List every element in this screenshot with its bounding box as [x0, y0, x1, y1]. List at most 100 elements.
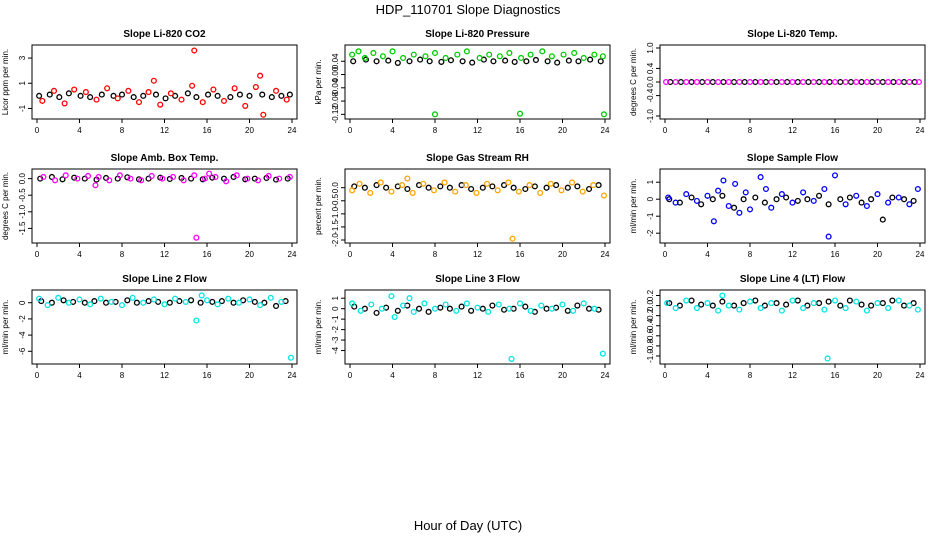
data-point [683, 297, 690, 304]
data-point [736, 209, 743, 216]
data-point [474, 304, 481, 311]
data-point [526, 182, 533, 189]
data-point [548, 305, 555, 312]
data-point [188, 175, 195, 182]
data-point [494, 187, 501, 194]
data-point [757, 174, 764, 181]
data-point [169, 173, 177, 181]
data-point [874, 300, 881, 307]
data-point [778, 191, 785, 198]
data-point [129, 294, 136, 301]
data-point [901, 196, 908, 203]
chart-panel-8: Slope Line 3 Flow ml/min per min. 0 4 8 12 16 2… [314, 274, 611, 380]
data-point [783, 194, 790, 201]
chart-title: Slope Li-820 Pressure [425, 29, 530, 40]
data-point [61, 100, 68, 107]
data-point [468, 307, 475, 314]
data-point [666, 300, 673, 307]
data-point [825, 233, 832, 240]
data-point [906, 201, 913, 208]
x-tick-label: 0 [35, 126, 40, 135]
data-point [715, 187, 722, 194]
y-tick-label: 0.04 [331, 53, 340, 69]
x-tick-label: 4 [77, 126, 82, 135]
data-point [773, 78, 780, 86]
data-point [389, 48, 396, 55]
data-point [496, 53, 503, 60]
x-axis-title: Hour of Day (UTC) [413, 518, 523, 533]
y-tick-label: 1 [646, 179, 655, 184]
series-black [36, 90, 293, 102]
data-point [586, 305, 593, 312]
data-point [794, 297, 801, 304]
data-point [125, 87, 132, 94]
data-point [804, 302, 811, 309]
data-point [564, 184, 571, 191]
data-point [231, 85, 238, 92]
data-point [406, 295, 413, 302]
series-cyan [36, 292, 294, 361]
y-axis-label: degrees C per min. [629, 48, 638, 116]
y-tick-label: 0.00 [331, 66, 340, 82]
y-tick-label: -2 [18, 315, 27, 323]
x-tick-label: 20 [558, 371, 567, 380]
y-tick-label: -0.8 [646, 338, 655, 352]
data-point [595, 182, 602, 189]
data-point [506, 49, 513, 57]
data-point [176, 298, 183, 305]
y-tick-label: 0.0 [331, 182, 340, 194]
y-tick-label: -3 [331, 336, 340, 344]
data-point [761, 199, 768, 206]
chart-panel-6: Slope Sample Flow ml/min per min. 0 4 8 12 16 2… [629, 153, 926, 259]
data-point [800, 305, 807, 312]
data-point [378, 305, 385, 312]
data-point [580, 54, 587, 62]
data-point [789, 297, 796, 304]
x-tick-label: 20 [558, 126, 567, 135]
y-tick-label: 0.0 [646, 299, 655, 311]
x-tick-label: 20 [873, 126, 882, 135]
data-point [800, 78, 807, 86]
data-point [816, 300, 823, 307]
data-point [385, 57, 392, 64]
data-point [220, 97, 228, 104]
chart-title: Slope Gas Stream RH [426, 153, 529, 164]
data-point [97, 295, 104, 302]
x-tick-label: 24 [601, 126, 610, 135]
y-tick-label: -0.4 [646, 318, 655, 332]
data-point [150, 77, 157, 84]
data-point [710, 218, 717, 225]
data-point [430, 187, 437, 194]
data-point [350, 58, 357, 65]
data-point [388, 188, 395, 195]
y-tick-label: -1 [18, 104, 27, 112]
data-point [48, 173, 55, 181]
data-point [591, 51, 598, 58]
data-point [501, 182, 508, 189]
chart-title: Slope Li-820 Temp. [747, 29, 838, 40]
data-point [837, 196, 844, 203]
data-point [825, 298, 832, 305]
data-point [133, 299, 140, 306]
data-point [693, 305, 700, 312]
data-point [135, 99, 143, 106]
data-point [752, 78, 759, 86]
data-point [40, 173, 47, 181]
data-point [719, 192, 726, 199]
x-tick-label: 8 [433, 126, 438, 135]
x-tick-label: 24 [916, 126, 925, 135]
data-point [463, 300, 470, 307]
data-point [725, 78, 732, 86]
data-point [547, 180, 554, 187]
data-point [731, 204, 738, 211]
data-point [825, 201, 832, 208]
y-tick-label: 1 [18, 80, 27, 85]
data-point [182, 298, 189, 305]
x-tick-label: 12 [473, 371, 482, 380]
data-point [404, 185, 411, 193]
data-point [889, 297, 896, 304]
data-point [910, 197, 917, 204]
data-point [91, 298, 98, 305]
data-point [752, 297, 759, 304]
